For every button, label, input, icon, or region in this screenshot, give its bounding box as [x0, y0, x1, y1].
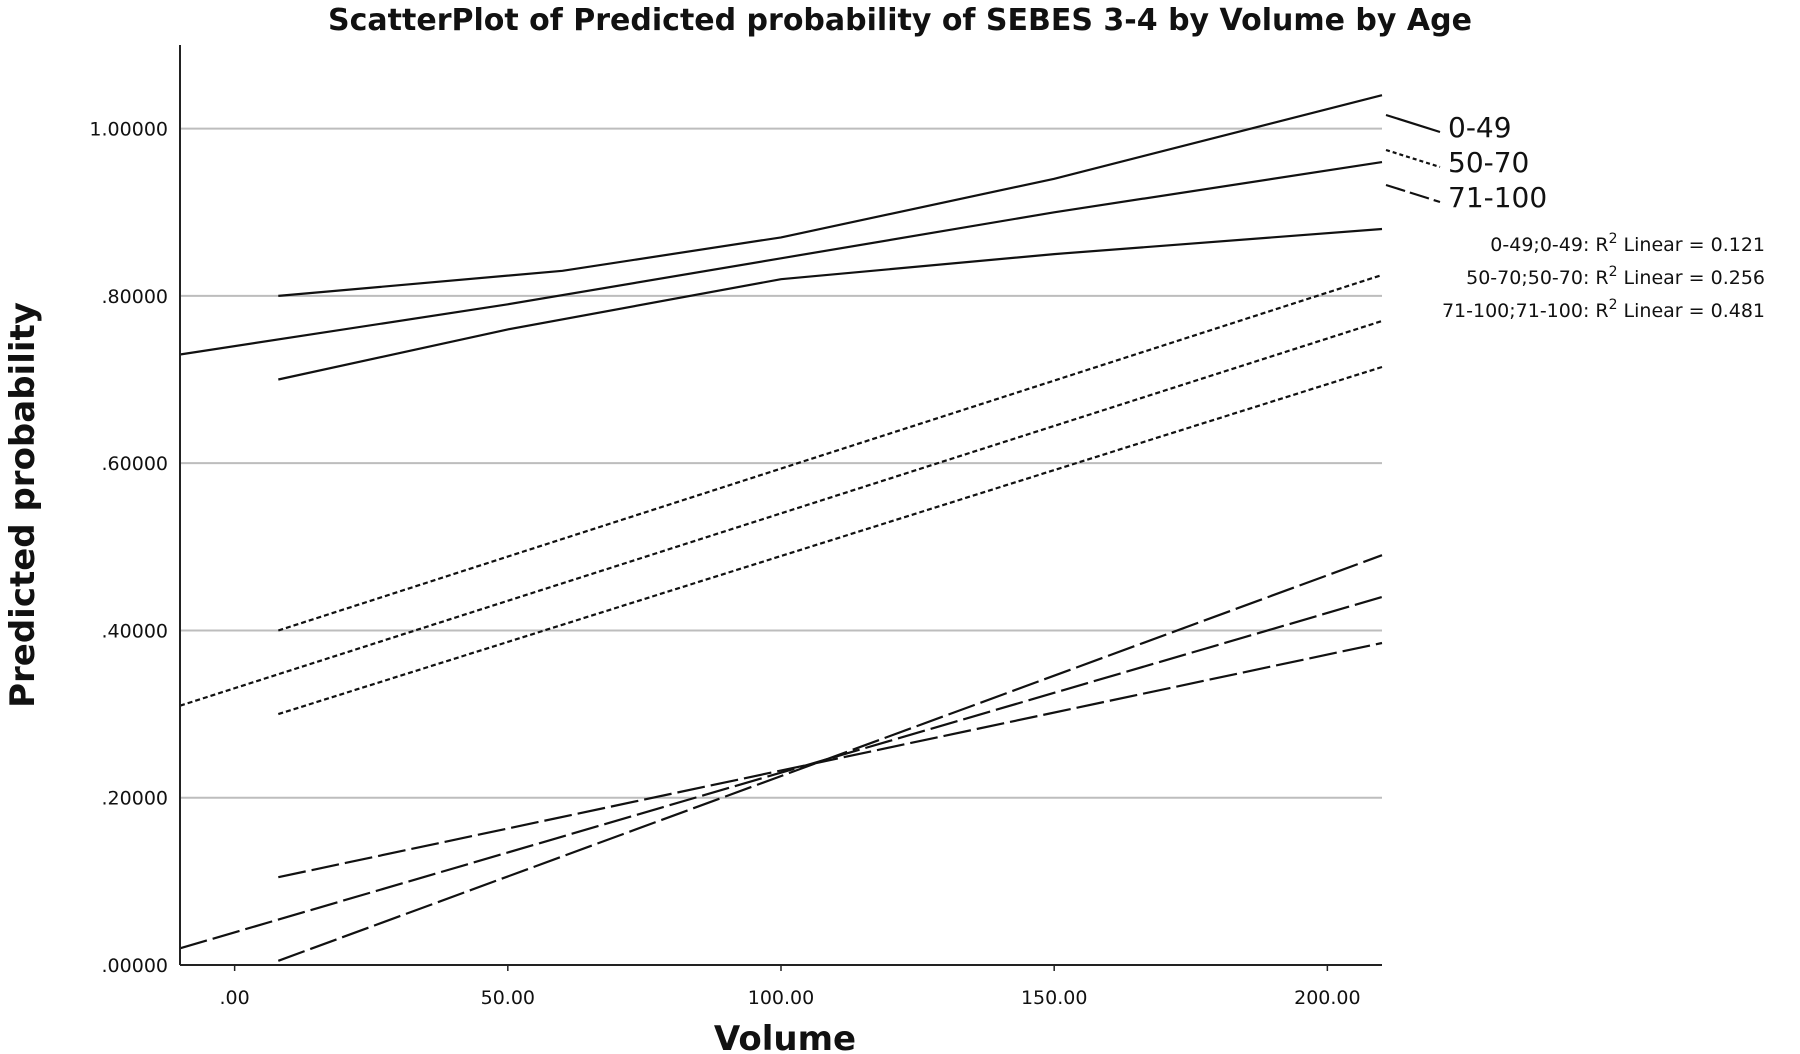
gridlines — [180, 127, 1382, 799]
y-tick-label: .00000 — [102, 955, 168, 977]
series-line-0-49 — [278, 227, 1383, 381]
y-tick-label: .80000 — [102, 286, 168, 308]
chart-title: ScatterPlot of Predicted probability of … — [328, 3, 1472, 38]
x-tick-labels: .00 50.00 100.00 150.00 200.00 — [220, 965, 1361, 1009]
legend-swatch-50-70 — [1385, 148, 1441, 169]
r2-annotations: 0-49;0-49: R2 Linear = 0.121 50-70;50-70:… — [1442, 231, 1765, 322]
series-line-71-100 — [278, 641, 1383, 879]
r2-annotation: 71-100;71-100: R2 Linear = 0.481 — [1442, 297, 1765, 322]
x-tick-label: .00 — [220, 987, 250, 1009]
x-tick-label: 50.00 — [481, 987, 535, 1009]
y-tick-labels: .00000 .20000 .40000 .60000 .80000 1.00000 — [89, 119, 168, 977]
series-line-0-49 — [278, 94, 1383, 297]
series-line-50-70 — [179, 319, 1383, 707]
series-line-0-49 — [179, 161, 1383, 356]
x-tick-label: 150.00 — [1021, 987, 1087, 1009]
y-axis-title: Predicted probability — [3, 302, 43, 708]
x-tick-label: 200.00 — [1294, 987, 1360, 1009]
legend-swatch-71-100 — [1385, 183, 1441, 204]
legend-label: 50-70 — [1448, 146, 1529, 179]
series-lines — [179, 94, 1383, 962]
x-axis-title: Volume — [714, 1019, 856, 1054]
series-line-71-100 — [277, 554, 1383, 962]
r2-annotation: 0-49;0-49: R2 Linear = 0.121 — [1490, 231, 1765, 256]
axes — [179, 45, 1382, 966]
series-line-71-100 — [179, 595, 1383, 950]
y-tick-label: .40000 — [102, 620, 168, 642]
series-line-50-70 — [277, 273, 1383, 632]
legend-label: 71-100 — [1448, 181, 1547, 214]
y-tick-label: .60000 — [102, 453, 168, 475]
y-tick-label: .20000 — [102, 788, 168, 810]
series-line-50-70 — [277, 365, 1383, 716]
x-tick-label: 100.00 — [748, 987, 814, 1009]
r2-annotation: 50-70;50-70: R2 Linear = 0.256 — [1466, 264, 1765, 289]
legend-label: 0-49 — [1448, 111, 1512, 144]
legend-swatch-0-49 — [1385, 113, 1441, 134]
y-tick-label: 1.00000 — [89, 119, 168, 141]
